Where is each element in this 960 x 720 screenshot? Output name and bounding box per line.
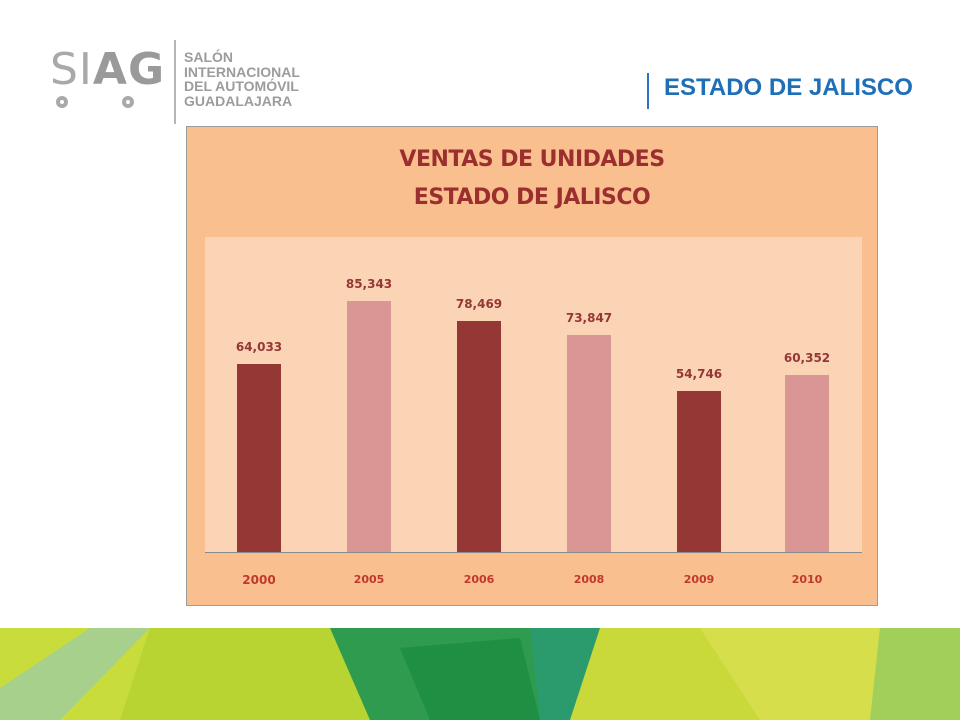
bar-2009	[677, 391, 721, 552]
data-label-2009: 54,746	[675, 367, 723, 382]
bar-2008	[567, 334, 611, 552]
logo-text-line: INTERNACIONAL	[184, 63, 300, 80]
plot-area	[205, 237, 862, 552]
logo-text-line: SALÓN	[184, 49, 233, 65]
bar-2006	[457, 321, 501, 552]
footer-graphic	[0, 628, 960, 720]
bar-2000	[237, 363, 281, 552]
data-label-2006: 78,469	[455, 297, 503, 312]
x-tick-label-2008: 2008	[573, 573, 605, 586]
x-axis-line	[205, 552, 862, 553]
data-label-2005: 85,343	[345, 277, 393, 292]
logo-mark: SIAG	[50, 48, 165, 92]
data-label-2008: 73,847	[565, 310, 613, 325]
logo-divider	[174, 40, 176, 124]
bar-2010	[785, 374, 829, 552]
logo-text: SALÓN INTERNACIONAL DEL AUTOMÓVIL GUADAL…	[184, 50, 300, 108]
logo-mark-left: SI	[50, 44, 93, 95]
chart-frame: VENTAS DE UNIDADES ESTADO DE JALISCO 64,…	[186, 126, 878, 606]
page-title: ESTADO DE JALISCO	[664, 74, 913, 101]
x-tick-label-2009: 2009	[683, 573, 715, 586]
logo-circle-right-icon	[122, 96, 134, 108]
x-tick-label-2005: 2005	[353, 573, 385, 586]
header-divider	[647, 73, 649, 109]
logo-circle-left-icon	[56, 96, 68, 108]
footer-decoration	[0, 628, 960, 720]
x-tick-label-2000: 2000	[242, 573, 276, 587]
bar-2005	[347, 301, 391, 552]
logo-text-line: GUADALAJARA	[184, 92, 293, 109]
siag-logo: SIAG SALÓN INTERNACIONAL DEL AUTOMÓVIL G…	[50, 40, 320, 130]
data-label-2000: 64,033	[235, 339, 283, 354]
chart-subtitle: ESTADO DE JALISCO	[413, 185, 651, 210]
x-tick-label-2010: 2010	[791, 573, 823, 586]
logo-text-line: DEL AUTOMÓVIL	[184, 78, 299, 94]
logo-mark-right: AG	[92, 44, 166, 95]
data-label-2010: 60,352	[783, 350, 831, 365]
chart-title: VENTAS DE UNIDADES	[399, 147, 665, 172]
x-tick-label-2006: 2006	[463, 573, 495, 586]
